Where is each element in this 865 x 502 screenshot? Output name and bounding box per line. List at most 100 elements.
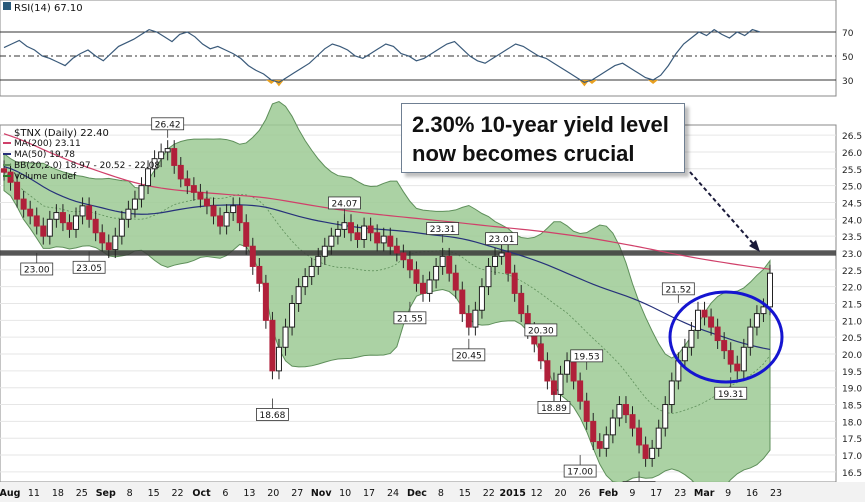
candle-body xyxy=(681,346,688,362)
ma200-line xyxy=(3,133,771,270)
candle-body xyxy=(544,360,551,382)
legend-label: MA(200) 23.11 xyxy=(14,139,81,149)
y-tick-label: 19.5 xyxy=(842,368,862,378)
y-tick-label: 24.0 xyxy=(842,216,862,226)
candle-body xyxy=(590,420,597,443)
y-tick-label: 20.5 xyxy=(842,334,862,344)
annotation-box xyxy=(328,196,361,210)
callout-line-1: 2.30% 10-year yield level xyxy=(412,112,669,137)
candle-body xyxy=(420,282,427,294)
candle-body xyxy=(721,340,728,352)
rsi-oversold-marker xyxy=(648,80,659,84)
candle-body xyxy=(636,427,643,446)
candle-body xyxy=(105,242,112,251)
candle-body xyxy=(498,252,505,257)
candle-body xyxy=(518,292,525,315)
candle-body xyxy=(387,235,394,247)
candle-body xyxy=(66,222,73,230)
candle-body xyxy=(184,178,191,187)
candle-body xyxy=(734,363,741,372)
annotation-box xyxy=(452,348,486,362)
annotation-label: 23.01 xyxy=(489,235,515,245)
candle-body xyxy=(86,205,93,220)
candle-body xyxy=(380,235,387,244)
annotation-box xyxy=(661,282,695,296)
candle-body xyxy=(282,326,289,348)
annotation-box xyxy=(20,262,54,276)
bollinger-midline xyxy=(3,171,771,414)
price-title: $TNX (Daily) 22.40 xyxy=(14,128,109,139)
candle-body xyxy=(341,222,348,230)
candle-body xyxy=(321,245,328,257)
x-tick-label: 6 xyxy=(222,488,228,499)
rsi-line xyxy=(3,28,761,84)
candle-body xyxy=(446,255,453,274)
y-tick-label: 26.0 xyxy=(842,149,862,159)
x-tick-label: Aug xyxy=(0,488,20,499)
x-tick-label: 15 xyxy=(148,488,160,499)
candle-body xyxy=(577,380,584,402)
candle-body xyxy=(452,272,459,291)
annotation-label: 21.52 xyxy=(665,285,691,295)
x-tick-label: Feb xyxy=(599,488,619,499)
x-tick-label: 9 xyxy=(725,488,731,499)
candle-body xyxy=(302,276,309,288)
callout-box: 2.30% 10-year yield level now becomes cr… xyxy=(401,103,685,173)
candle-body xyxy=(616,404,623,419)
x-tick-label: 18 xyxy=(52,488,64,499)
resistance-level-bar xyxy=(0,250,836,256)
candle-body xyxy=(760,306,767,315)
candle-body xyxy=(701,309,708,318)
candle-body xyxy=(145,168,152,187)
y-tick-label: 23.5 xyxy=(842,233,862,243)
rsi-label: RSI(14) 67.10 xyxy=(14,3,83,14)
y-tick-label: 21.5 xyxy=(842,301,862,311)
y-tick-label: 21.0 xyxy=(842,317,862,327)
candle-body xyxy=(629,414,636,429)
candle-body xyxy=(472,309,479,328)
candle-body xyxy=(505,252,512,274)
annotation-box xyxy=(72,260,106,274)
candle-body xyxy=(406,259,413,271)
candle-body xyxy=(230,205,237,214)
annotation-box xyxy=(524,323,558,337)
annotation-box xyxy=(393,311,427,325)
candle-body xyxy=(79,205,86,217)
x-tick-label: 22 xyxy=(172,488,184,499)
y-tick-label: 24.5 xyxy=(842,199,862,209)
y-tick-label: 22.0 xyxy=(842,284,862,294)
annotation-label: 26.42 xyxy=(155,120,181,130)
candle-body xyxy=(426,279,433,294)
candle-body xyxy=(767,272,773,308)
x-axis: Aug 11 18 25 Sep 8 15 22 Oct 6 13 20 27 Nov 10 17 24 Dec 8… xyxy=(0,482,865,502)
candle-body xyxy=(413,269,420,284)
candle-body xyxy=(118,218,125,237)
candle-body xyxy=(151,158,158,170)
candle-body xyxy=(164,148,171,153)
candle-body xyxy=(740,346,747,372)
candle-body xyxy=(694,309,701,331)
x-tick-label: Mar xyxy=(694,488,715,499)
candle-body xyxy=(46,218,53,237)
candle-body xyxy=(708,316,715,328)
candle-body xyxy=(354,232,361,241)
rsi-legend-marker xyxy=(3,2,11,10)
x-tick-label: Dec xyxy=(407,488,427,499)
y-tick-label: 17.0 xyxy=(842,452,862,462)
x-tick-label: 8 xyxy=(438,488,444,499)
annotation-label: 20.30 xyxy=(528,326,554,336)
candle-body xyxy=(564,360,571,375)
x-tick-label: 17 xyxy=(363,488,375,499)
ma50-line xyxy=(3,166,771,350)
y-tick-label: 20.0 xyxy=(842,351,862,361)
y-tick-label: 23.0 xyxy=(842,250,862,260)
candle-body xyxy=(236,205,243,224)
candle-body xyxy=(203,198,210,207)
callout-arrowhead xyxy=(749,240,760,252)
annotation-label: 18.89 xyxy=(541,404,567,414)
candle-body xyxy=(668,380,675,406)
candle-body xyxy=(177,164,184,180)
candle-body xyxy=(492,255,499,267)
candle-body xyxy=(73,215,80,230)
